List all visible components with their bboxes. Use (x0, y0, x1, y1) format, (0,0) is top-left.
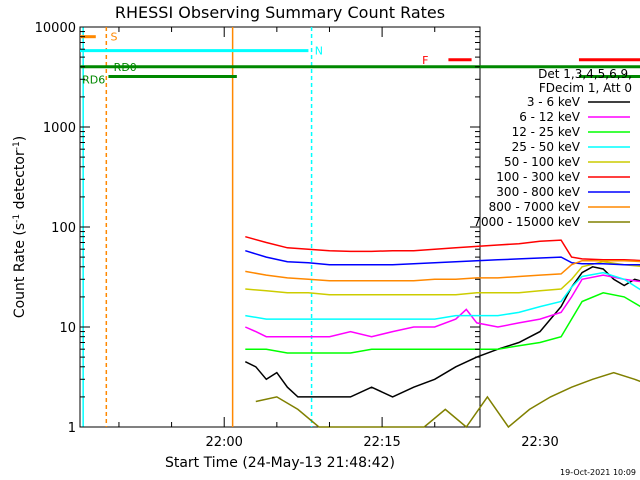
chart-title: RHESSI Observing Summary Count Rates (115, 3, 445, 22)
state-bars (80, 35, 640, 78)
y-label-main: Count Rate (s (12, 223, 28, 318)
plot-frame (79, 26, 481, 428)
y-tick-label: 100 (51, 221, 76, 236)
legend-header-2: FDecim 1, Att 0 (539, 81, 632, 95)
y-label-sup2: -1 (12, 141, 22, 150)
annotation-rd6: RD6 (82, 73, 105, 86)
series-line-0 (244, 266, 640, 398)
legend-label-0: 3 - 6 keV (527, 95, 581, 109)
legend-label-6: 300 - 800 keV (496, 185, 580, 199)
legend-header-1: Det 1,3,4,5,6,9, (538, 67, 632, 81)
timestamp: 19-Oct-2021 10:09 (560, 468, 636, 477)
annotation-rd0: RD0 (114, 61, 137, 74)
series-line-7 (245, 259, 640, 282)
series-line-3 (245, 271, 640, 320)
x-tick-label: 22:15 (363, 435, 400, 450)
y-label-sup1: -1 (12, 214, 22, 223)
series-line-5 (245, 235, 640, 262)
legend-label-8: 7000 - 15000 keV (473, 215, 580, 229)
annotation-f: F (422, 54, 428, 67)
y-tick-label: 10 (59, 321, 76, 336)
x-tick-label: 22:00 (205, 435, 242, 450)
y-label-end: ) (12, 136, 28, 141)
annotations: S N F RD0 RD6 (82, 31, 428, 87)
legend-label-1: 6 - 12 keV (519, 110, 581, 124)
y-label-mid: detector (12, 150, 28, 214)
legend-label-2: 12 - 25 keV (512, 125, 581, 139)
legend-label-7: 800 - 7000 keV (489, 200, 581, 214)
legend-label-4: 50 - 100 keV (504, 155, 581, 169)
y-axis-ticks: 1 10 100 1000 10000 (35, 21, 480, 436)
x-axis-label: Start Time (24-May-13 21:48:42) (165, 455, 395, 471)
y-tick-label: 1 (68, 421, 76, 436)
annotation-n: N (315, 45, 323, 58)
series-line-1 (244, 274, 640, 338)
y-tick-label: 1000 (43, 121, 76, 136)
legend-label-3: 25 - 50 keV (512, 140, 581, 154)
annotation-s: S (111, 31, 118, 44)
y-tick-label: 10000 (35, 21, 76, 36)
y-axis-label: Count Rate (s-1 detector-1) (12, 136, 28, 318)
x-tick-label: 22:30 (521, 435, 558, 450)
series-group (244, 235, 640, 429)
legend: Det 1,3,4,5,6,9, FDecim 1, Att 0 3 - 6 k… (473, 67, 632, 229)
series-line-2 (245, 292, 640, 354)
series-line-8 (255, 371, 640, 429)
series-line-6 (245, 249, 640, 266)
legend-label-5: 100 - 300 keV (496, 170, 580, 184)
series-line-4 (245, 260, 640, 296)
